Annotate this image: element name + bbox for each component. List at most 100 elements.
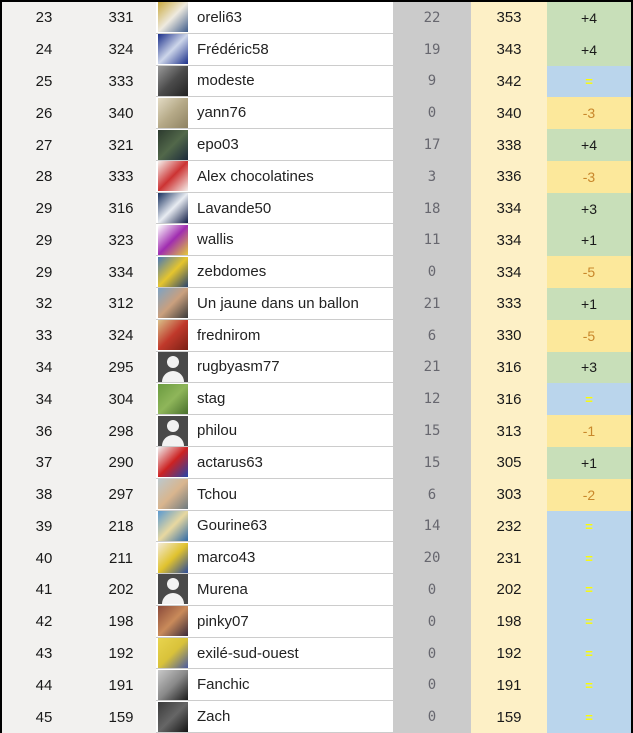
user-avatar-icon[interactable] (158, 320, 188, 351)
points-gained-cell: 17 (393, 129, 471, 161)
user-avatar-icon[interactable] (158, 193, 188, 224)
trend-cell: -5 (547, 319, 631, 352)
user-avatar-icon[interactable] (158, 415, 188, 446)
trend-cell: -3 (547, 97, 631, 130)
rank-cell: 42 (2, 605, 86, 638)
username[interactable]: philou (190, 415, 393, 447)
avatar-cell (156, 65, 190, 98)
trend-cell: +3 (547, 192, 631, 225)
user-avatar-icon[interactable] (158, 447, 188, 478)
total-score-cell: 303 (471, 478, 547, 511)
user-avatar-icon[interactable] (158, 542, 188, 573)
previous-score-cell: 192 (86, 637, 156, 670)
rank-cell: 32 (2, 288, 86, 320)
avatar-cell (156, 478, 190, 511)
points-gained-cell: 6 (393, 319, 471, 352)
username[interactable]: Tchou (190, 478, 393, 511)
previous-score-cell: 321 (86, 129, 156, 161)
points-gained-cell: 22 (393, 2, 471, 34)
user-avatar-icon[interactable] (158, 638, 188, 669)
user-avatar-icon[interactable] (158, 161, 188, 192)
username[interactable]: frednirom (190, 319, 393, 352)
trend-cell: +1 (547, 224, 631, 257)
username[interactable]: Murena (190, 574, 393, 606)
username[interactable]: marco43 (190, 542, 393, 575)
total-score-cell: 202 (471, 574, 547, 606)
points-gained-cell: 0 (393, 97, 471, 130)
trend-cell: +3 (547, 351, 631, 384)
user-avatar-icon[interactable] (158, 224, 188, 255)
rank-cell: 45 (2, 701, 86, 733)
user-avatar-icon[interactable] (158, 510, 188, 541)
username[interactable]: stag (190, 383, 393, 416)
table-row: 45 159 Zach 0 159 = (2, 701, 631, 733)
username[interactable]: Gourine63 (190, 510, 393, 543)
avatar-cell (156, 33, 190, 66)
user-avatar-icon[interactable] (158, 288, 188, 319)
user-avatar-icon[interactable] (158, 129, 188, 160)
user-avatar-icon[interactable] (158, 256, 188, 287)
trend-cell: +4 (547, 129, 631, 161)
rank-cell: 34 (2, 383, 86, 416)
username[interactable]: actarus63 (190, 446, 393, 479)
user-avatar-icon[interactable] (158, 97, 188, 128)
user-avatar-icon[interactable] (158, 65, 188, 96)
username[interactable]: Fanchic (190, 669, 393, 702)
username[interactable]: rugbyasm77 (190, 351, 393, 384)
user-avatar-icon[interactable] (158, 606, 188, 637)
table-row: 29 334 zebdomes 0 334 -5 (2, 256, 631, 289)
username[interactable]: modeste (190, 65, 393, 98)
rank-cell: 29 (2, 192, 86, 225)
username[interactable]: Un jaune dans un ballon (190, 288, 393, 320)
points-gained-cell: 6 (393, 478, 471, 511)
user-avatar-icon[interactable] (158, 574, 188, 605)
avatar-cell (156, 446, 190, 479)
username[interactable]: Alex chocolatines (190, 160, 393, 193)
rank-cell: 29 (2, 256, 86, 289)
user-avatar-icon[interactable] (158, 351, 188, 382)
username[interactable]: exilé-sud-ouest (190, 637, 393, 670)
points-gained-cell: 15 (393, 415, 471, 447)
points-gained-cell: 15 (393, 446, 471, 479)
table-row: 41 202 Murena 0 202 = (2, 574, 631, 606)
table-row: 40 211 marco43 20 231 = (2, 542, 631, 575)
points-gained-cell: 0 (393, 574, 471, 606)
total-score-cell: 231 (471, 542, 547, 575)
total-score-cell: 330 (471, 319, 547, 352)
table-row: 28 333 Alex chocolatines 3 336 -3 (2, 160, 631, 193)
username[interactable]: Zach (190, 701, 393, 733)
total-score-cell: 159 (471, 701, 547, 733)
trend-cell: +1 (547, 288, 631, 320)
trend-cell: = (547, 669, 631, 702)
previous-score-cell: 298 (86, 415, 156, 447)
user-avatar-icon[interactable] (158, 669, 188, 700)
trend-cell: = (547, 383, 631, 416)
points-gained-cell: 9 (393, 65, 471, 98)
avatar-cell (156, 605, 190, 638)
user-avatar-icon[interactable] (158, 383, 188, 414)
rank-cell: 39 (2, 510, 86, 543)
username[interactable]: Frédéric58 (190, 33, 393, 66)
user-avatar-icon[interactable] (158, 34, 188, 65)
total-score-cell: 334 (471, 192, 547, 225)
points-gained-cell: 12 (393, 383, 471, 416)
rank-cell: 34 (2, 351, 86, 384)
username[interactable]: yann76 (190, 97, 393, 130)
previous-score-cell: 218 (86, 510, 156, 543)
rank-cell: 24 (2, 33, 86, 66)
username[interactable]: zebdomes (190, 256, 393, 289)
trend-cell: = (547, 574, 631, 606)
previous-score-cell: 316 (86, 192, 156, 225)
total-score-cell: 334 (471, 256, 547, 289)
username[interactable]: wallis (190, 224, 393, 257)
previous-score-cell: 324 (86, 319, 156, 352)
username[interactable]: oreli63 (190, 2, 393, 34)
user-avatar-icon[interactable] (158, 701, 188, 732)
username[interactable]: epo03 (190, 129, 393, 161)
previous-score-cell: 324 (86, 33, 156, 66)
user-avatar-icon[interactable] (158, 2, 188, 33)
username[interactable]: Lavande50 (190, 192, 393, 225)
trend-cell: = (547, 542, 631, 575)
username[interactable]: pinky07 (190, 605, 393, 638)
user-avatar-icon[interactable] (158, 479, 188, 510)
